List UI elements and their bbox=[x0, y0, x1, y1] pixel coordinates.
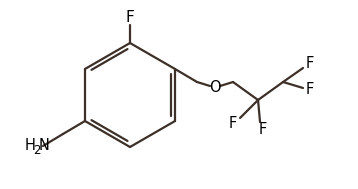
Text: F: F bbox=[229, 116, 237, 132]
Text: F: F bbox=[126, 9, 134, 25]
Text: F: F bbox=[306, 57, 314, 71]
Text: F: F bbox=[306, 83, 314, 98]
Text: H: H bbox=[25, 139, 35, 153]
Text: 2: 2 bbox=[33, 143, 41, 156]
Text: O: O bbox=[209, 81, 221, 95]
Text: F: F bbox=[259, 122, 267, 138]
Text: N: N bbox=[39, 139, 49, 153]
